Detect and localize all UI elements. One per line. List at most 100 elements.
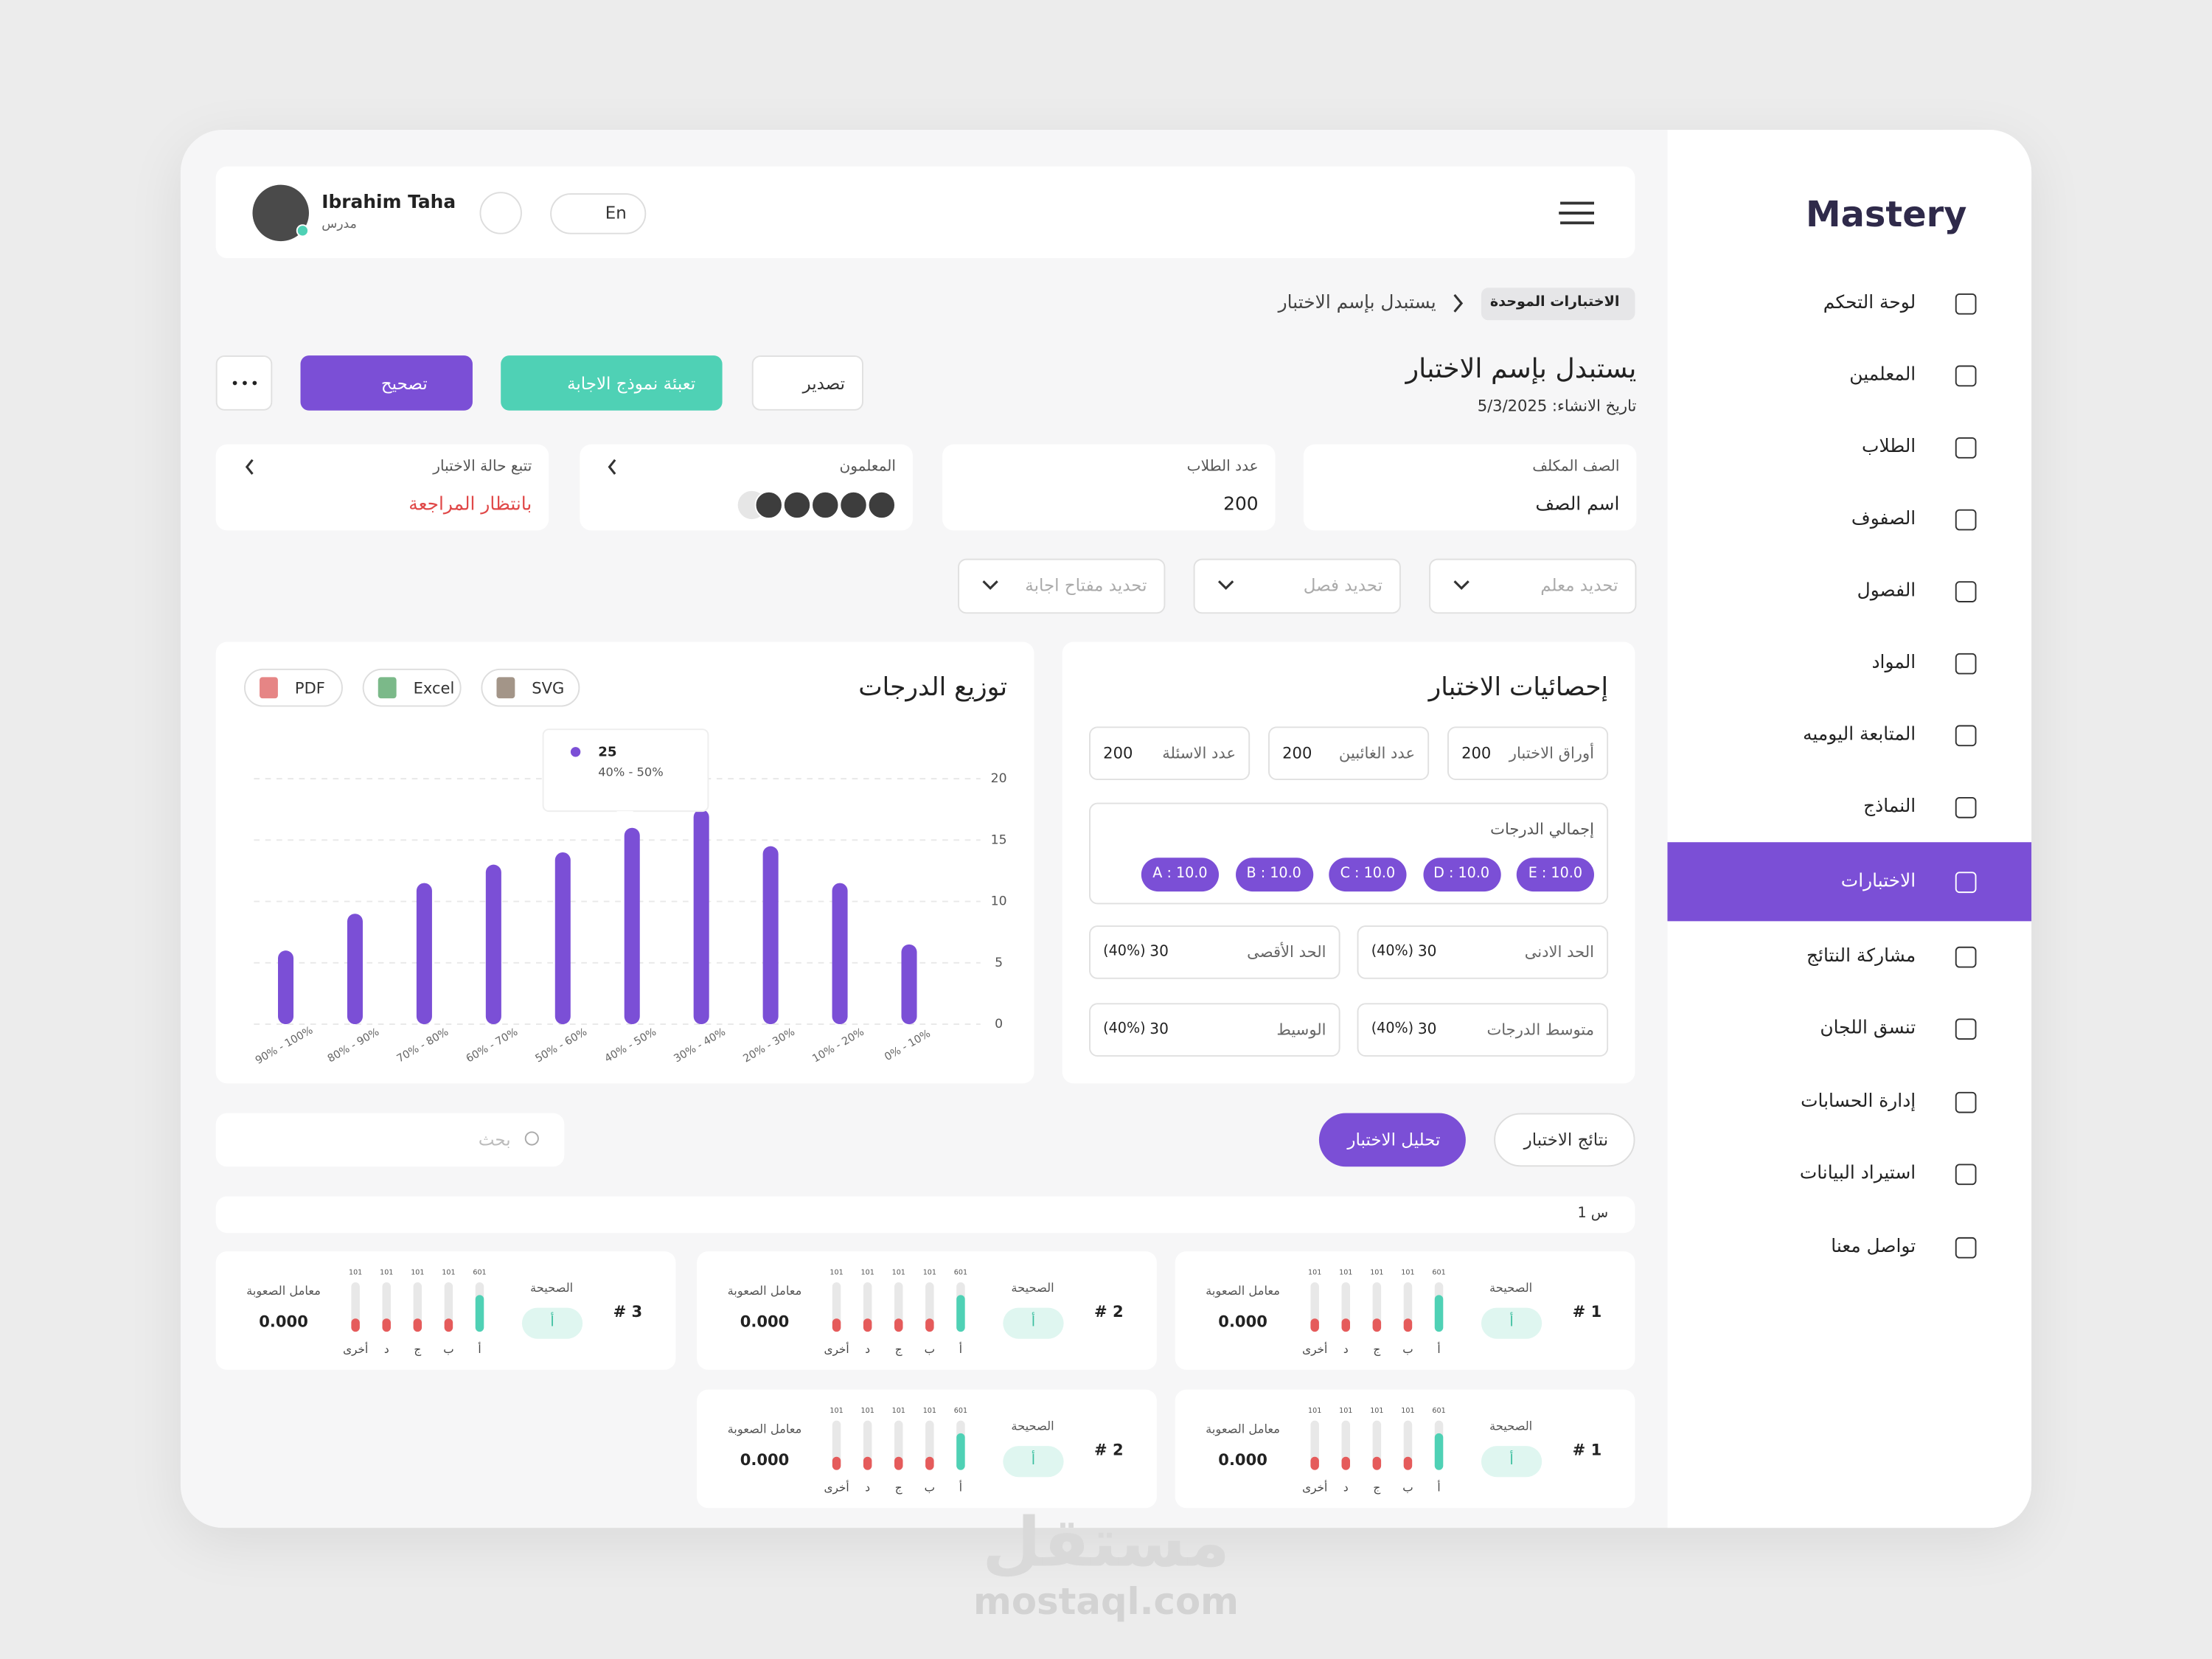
menu-button[interactable] xyxy=(1560,201,1594,225)
option-count: 101 xyxy=(1401,1268,1415,1278)
nav-label: تنسق اللجان xyxy=(1820,1018,1916,1040)
limit-box xyxy=(1089,1003,1340,1057)
limit-label: الحد الأقصى xyxy=(1247,943,1326,961)
answer-pill xyxy=(1003,1307,1064,1339)
nav-label: إدارة الحسابات xyxy=(1801,1091,1916,1113)
option-label: أخرى xyxy=(343,1343,369,1356)
nav-icon xyxy=(1955,437,1977,459)
count-label: أوراق الاختبار xyxy=(1509,744,1594,763)
results-tab[interactable] xyxy=(1494,1113,1635,1167)
grade-pill xyxy=(1422,858,1500,892)
bell-button[interactable] xyxy=(479,192,522,234)
count-value: 200 xyxy=(1282,744,1312,763)
grade-pill xyxy=(1329,858,1407,892)
difficulty-label: معامل الصعوبة xyxy=(246,1284,321,1299)
option-count: 101 xyxy=(860,1268,874,1278)
breadcrumb-pill[interactable] xyxy=(1481,288,1635,321)
tab-label: نتائج الاختبار xyxy=(1523,1130,1609,1150)
difficulty-label: معامل الصعوبة xyxy=(727,1284,802,1299)
option-label: ب xyxy=(924,1343,936,1356)
option-label: ج xyxy=(414,1343,422,1356)
option-count: 601 xyxy=(953,1268,968,1278)
option-label: أ xyxy=(959,1343,963,1356)
option-count: 101 xyxy=(442,1268,456,1278)
difficulty-label: معامل الصعوبة xyxy=(727,1423,802,1438)
option-label: أخرى xyxy=(1302,1343,1328,1356)
correct-answer: أ xyxy=(550,1315,554,1331)
count-box xyxy=(1268,726,1430,781)
option-count: 101 xyxy=(830,1407,844,1416)
nav-label: مشاركة النتائج xyxy=(1806,945,1916,967)
limit-box xyxy=(1357,925,1609,979)
online-dot xyxy=(296,224,310,237)
user-name: Ibrahim Taha xyxy=(321,192,456,214)
limit-value: 30 xyxy=(1150,943,1169,961)
language-button[interactable] xyxy=(550,193,647,234)
option-count: 101 xyxy=(922,1268,936,1278)
tab-label: تحليل الاختبار xyxy=(1347,1130,1441,1150)
option-count: 101 xyxy=(1308,1268,1322,1278)
grade-pill xyxy=(1235,858,1313,892)
analysis-tab[interactable] xyxy=(1318,1113,1466,1167)
nav-label: النماذج xyxy=(1863,796,1916,818)
correct-answer: أ xyxy=(1509,1453,1514,1469)
question-number: # 1 xyxy=(1572,1441,1602,1460)
search-placeholder: بحث xyxy=(478,1130,511,1150)
grade-label: E : 10.0 xyxy=(1528,866,1583,882)
teacher-avatar xyxy=(867,490,896,520)
nav-label: استيراد البيانات xyxy=(1799,1163,1916,1185)
section-strip xyxy=(215,1196,1635,1234)
teacher-avatar xyxy=(839,490,868,520)
search-box[interactable] xyxy=(215,1113,565,1167)
grade-pill xyxy=(1516,858,1594,892)
option-count: 101 xyxy=(922,1407,936,1416)
option-label: د xyxy=(383,1343,389,1356)
correct-answer: أ xyxy=(1031,1315,1036,1331)
active-nav-bg xyxy=(1667,842,2032,922)
option-count: 101 xyxy=(1339,1407,1353,1416)
option-count: 601 xyxy=(953,1407,968,1416)
difficulty-value: 0.000 xyxy=(740,1450,790,1470)
option-label: ج xyxy=(894,1481,902,1495)
correct-button[interactable] xyxy=(300,355,473,411)
count-box xyxy=(1089,726,1251,781)
nav-icon xyxy=(1955,1091,1977,1113)
option-label: ج xyxy=(894,1343,902,1356)
filter-select[interactable] xyxy=(1193,558,1401,614)
limit-percent: (40%) xyxy=(1371,1021,1414,1037)
answer-pill xyxy=(1481,1446,1543,1478)
filter-placeholder: تحديد معلم xyxy=(1540,575,1618,596)
info-label: الصف المكلف xyxy=(1532,458,1620,476)
difficulty-value: 0.000 xyxy=(259,1312,308,1332)
nav-label: المعلمين xyxy=(1849,364,1916,386)
correct-label: الصحيحة xyxy=(1489,1281,1533,1296)
count-value: 200 xyxy=(1461,744,1492,763)
option-label: أ xyxy=(1437,1343,1441,1356)
option-count: 101 xyxy=(411,1268,425,1278)
option-label: د xyxy=(1343,1481,1349,1495)
fill-answer-button[interactable] xyxy=(501,355,723,411)
option-label: أخرى xyxy=(824,1343,849,1356)
correct-answer: أ xyxy=(1509,1315,1514,1331)
watermark-arabic: مستقل xyxy=(982,1503,1230,1583)
option-count: 101 xyxy=(1308,1407,1322,1416)
page-title: يستبدل بإسم الاختبار xyxy=(1405,353,1637,385)
option-label: ج xyxy=(1373,1343,1381,1356)
limit-box xyxy=(1089,925,1340,979)
option-count: 101 xyxy=(1339,1268,1353,1278)
file-icon xyxy=(378,677,397,699)
option-label: د xyxy=(865,1481,871,1495)
more-dot xyxy=(251,380,257,386)
user-role: مدرس xyxy=(321,218,357,232)
option-count: 101 xyxy=(1401,1407,1415,1416)
option-label: ج xyxy=(1373,1481,1381,1495)
correct-answer: أ xyxy=(1031,1453,1036,1469)
option-label: أ xyxy=(478,1343,481,1356)
menu-line xyxy=(1560,211,1594,215)
nav-icon xyxy=(1955,365,1977,387)
export-format-button[interactable] xyxy=(243,668,343,707)
difficulty-value: 0.000 xyxy=(1218,1312,1267,1332)
export-button[interactable] xyxy=(751,355,863,411)
info-card xyxy=(1303,444,1637,531)
